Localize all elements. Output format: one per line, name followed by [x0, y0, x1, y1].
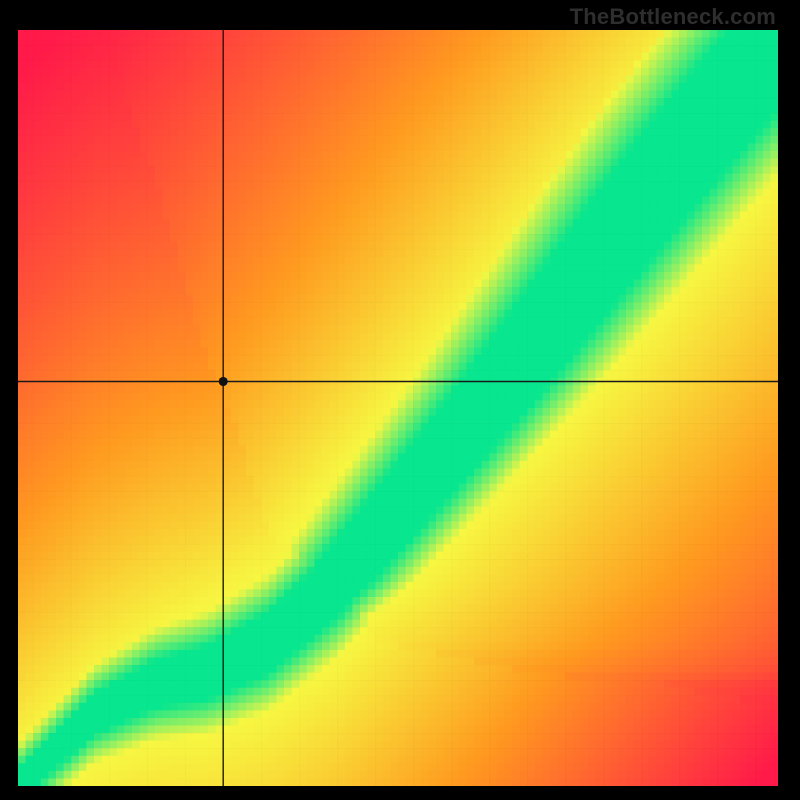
- heatmap-plot: [18, 30, 778, 786]
- chart-container: TheBottleneck.com: [0, 0, 800, 800]
- watermark-text: TheBottleneck.com: [570, 4, 776, 30]
